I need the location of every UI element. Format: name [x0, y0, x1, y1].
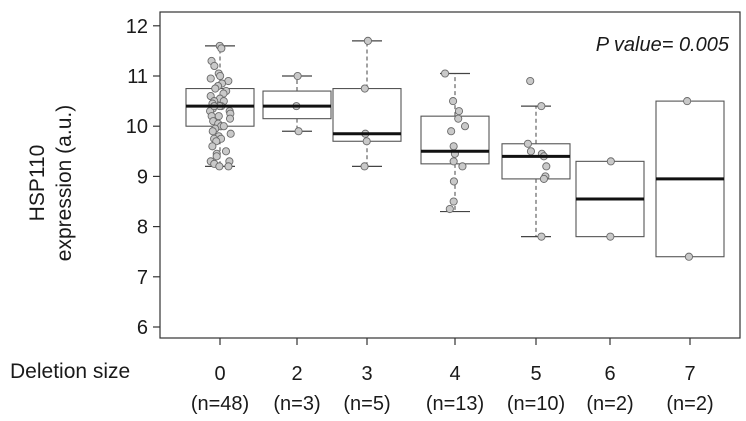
p-value-annotation: P value= 0.005	[596, 34, 730, 56]
data-point	[440, 69, 450, 78]
data-point	[526, 147, 535, 156]
data-point	[224, 162, 233, 171]
data-point	[684, 252, 693, 261]
box-group-7: 7 (n=2)	[655, 97, 725, 415]
data-point	[212, 152, 221, 161]
data-point	[447, 127, 456, 136]
data-point	[606, 232, 615, 241]
data-point	[606, 157, 615, 166]
x-tick-label: 7	[684, 363, 695, 385]
data-point	[449, 177, 458, 186]
data-point	[363, 36, 372, 45]
n-label: (n=2)	[666, 393, 713, 415]
y-axis-title-line2: expression (a.u.)	[53, 105, 76, 261]
data-point	[206, 74, 215, 83]
data-point	[360, 162, 369, 171]
y-axis-title: HSP110 expression (a.u.)	[26, 105, 76, 261]
data-point	[217, 44, 226, 53]
data-point	[362, 137, 371, 146]
n-label: (n=48)	[191, 393, 249, 415]
x-axis-title: Deletion size	[10, 360, 130, 383]
x-tick-label: 0	[214, 363, 225, 385]
data-point	[523, 139, 532, 148]
box-group-6: 6 (n=2)	[575, 157, 645, 415]
data-point	[526, 76, 535, 86]
x-tick-label: 3	[361, 363, 372, 385]
x-tick-label: 6	[604, 363, 615, 385]
n-label: (n=10)	[507, 393, 565, 415]
y-axis-title-line1: HSP110	[26, 145, 49, 222]
data-point	[449, 157, 458, 166]
y-tick-label: 9	[137, 166, 148, 188]
x-tick-label: 2	[291, 363, 302, 385]
box-group-4: 4 (n=13)	[420, 69, 490, 415]
n-label: (n=13)	[426, 393, 484, 415]
data-point	[542, 162, 551, 171]
box	[501, 143, 571, 180]
box-group-2: 2 (n=3)	[262, 71, 332, 415]
data-point	[539, 174, 548, 183]
data-point	[537, 102, 546, 111]
data-point	[449, 97, 458, 106]
box-group-5: 5 (n=10)	[501, 76, 571, 415]
n-label: (n=3)	[273, 393, 320, 415]
data-point	[208, 127, 217, 136]
data-point	[210, 61, 219, 71]
data-point	[221, 147, 231, 156]
data-point	[225, 114, 235, 123]
y-tick-label: 11	[127, 66, 148, 88]
data-point	[293, 71, 302, 81]
y-tick-label: 8	[137, 217, 148, 239]
data-point	[215, 162, 224, 171]
data-point	[211, 84, 220, 93]
n-label: (n=5)	[343, 393, 390, 415]
data-point	[537, 232, 546, 241]
data-point	[449, 197, 458, 206]
y-tick-label: 12	[126, 16, 148, 38]
data-point	[219, 122, 228, 131]
data-point	[360, 84, 369, 93]
data-point	[208, 142, 217, 151]
data-point	[226, 129, 235, 138]
n-label: (n=2)	[586, 393, 633, 415]
plot-area: 6 7 8 9 10 11 12 0 (n=48) 2 (n=3) 3 (n=5) 4 (n=13) 5 (n=…	[126, 11, 741, 415]
plot-frame	[159, 11, 741, 339]
data-point	[460, 122, 470, 131]
data-point	[454, 114, 463, 123]
y-tick-label: 10	[126, 116, 148, 138]
data-point	[458, 162, 467, 171]
data-point	[683, 97, 692, 106]
box-group-3: 3 (n=5)	[332, 36, 402, 415]
data-point	[216, 71, 225, 81]
x-tick-label: 4	[449, 363, 460, 385]
data-point	[294, 127, 303, 136]
box-group-0: 0 (n=48)	[185, 41, 255, 415]
y-tick-label: 6	[137, 317, 148, 339]
x-tick-label: 5	[530, 363, 541, 385]
data-point	[445, 204, 454, 214]
data-point	[454, 107, 464, 116]
data-point	[449, 142, 458, 151]
y-tick-label: 7	[137, 267, 148, 289]
